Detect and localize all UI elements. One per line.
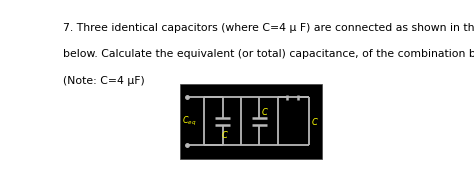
Text: (Note: C=4 μF): (Note: C=4 μF) — [63, 76, 145, 86]
Text: $C$: $C$ — [311, 116, 319, 127]
Text: below. Calculate the equivalent (or total) capacitance, of the combination below: below. Calculate the equivalent (or tota… — [63, 49, 474, 59]
Bar — [181, 84, 322, 159]
Text: $C$: $C$ — [261, 105, 269, 116]
Text: $C_{eq}$: $C_{eq}$ — [182, 115, 196, 128]
Text: $C$: $C$ — [221, 129, 228, 140]
Text: 7. Three identical capacitors (where C=4 μ F) are connected as shown in the figu: 7. Three identical capacitors (where C=4… — [63, 23, 474, 33]
